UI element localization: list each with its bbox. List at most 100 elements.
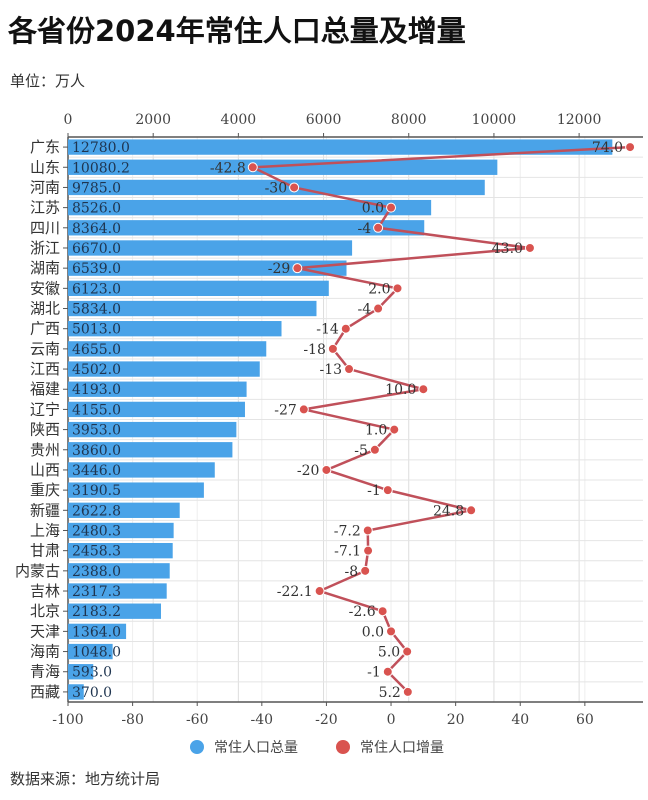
bar-value-label: 5834.0 — [72, 302, 121, 318]
increment-value-label: -1 — [367, 665, 381, 681]
bar-value-label: 4502.0 — [72, 362, 121, 378]
increment-value-label: 5.2 — [379, 685, 401, 701]
increment-value-label: -29 — [268, 261, 291, 277]
increment-point — [377, 606, 388, 617]
bar-value-label: 1048.0 — [72, 645, 121, 661]
increment-value-label: -13 — [319, 362, 342, 378]
increment-point — [386, 626, 397, 637]
increment-value-label: -27 — [274, 402, 297, 418]
increment-value-label: -1 — [367, 483, 381, 499]
category-label: 江苏 — [30, 199, 60, 217]
bar-value-label: 9785.0 — [72, 180, 121, 196]
category-label: 安徽 — [30, 279, 60, 297]
increment-value-label: -4 — [357, 221, 371, 237]
category-label: 吉林 — [30, 582, 60, 600]
category-label: 重庆 — [30, 481, 60, 499]
bar — [68, 139, 613, 155]
legend-marker-increment — [336, 740, 350, 754]
increment-value-label: -42.8 — [210, 160, 246, 176]
category-label: 广东 — [30, 138, 60, 156]
increment-point — [369, 444, 380, 455]
category-label: 青海 — [30, 663, 60, 681]
category-label: 河南 — [30, 178, 60, 196]
bar — [68, 240, 353, 256]
category-label: 内蒙古 — [15, 562, 60, 580]
bar — [68, 179, 485, 196]
increment-value-label: 1.0 — [365, 423, 387, 439]
bar — [68, 381, 247, 397]
category-label: 山东 — [30, 158, 60, 176]
category-label: 陕西 — [30, 421, 60, 439]
bar-value-label: 4155.0 — [72, 402, 121, 418]
increment-point — [402, 646, 413, 657]
increment-point — [524, 242, 535, 253]
category-label: 江西 — [30, 360, 60, 378]
category-label: 上海 — [30, 521, 60, 539]
bar — [68, 421, 237, 438]
bar — [68, 401, 245, 418]
bar-value-label: 3190.5 — [72, 483, 121, 499]
bar-value-label: 2458.3 — [72, 544, 121, 560]
category-label: 辽宁 — [30, 400, 60, 418]
bar — [68, 563, 170, 579]
bar-value-label: 1364.0 — [72, 624, 121, 640]
increment-point — [466, 505, 477, 516]
increment-value-label: 10.0 — [385, 382, 416, 398]
increment-point — [382, 485, 393, 496]
increment-line — [247, 145, 631, 693]
increment-point — [314, 586, 325, 597]
top-axis-tick-label: 2000 — [135, 112, 171, 128]
increment-value-label: -4 — [357, 302, 371, 318]
source-note: 数据来源：地方统计局 — [10, 770, 161, 788]
bar — [68, 300, 317, 317]
top-axis-tick-label: 6000 — [306, 112, 342, 128]
category-label: 新疆 — [30, 501, 60, 519]
bottom-axis-tick-label: 60 — [576, 712, 594, 728]
bar — [68, 542, 173, 559]
bar-value-label: 3446.0 — [72, 463, 121, 479]
increment-value-label: -20 — [297, 463, 320, 479]
increment-point — [402, 686, 413, 697]
bar — [68, 603, 161, 619]
bar — [68, 280, 329, 297]
bar — [68, 522, 174, 539]
bar — [68, 684, 84, 700]
bar-value-label: 2622.8 — [72, 503, 121, 519]
bar-value-label: 4193.0 — [72, 382, 121, 398]
bar — [68, 502, 180, 518]
category-label: 天津 — [30, 622, 60, 640]
unit-label: 单位：万人 — [10, 72, 86, 90]
increment-point — [360, 565, 371, 576]
increment-value-label: -30 — [265, 180, 288, 196]
bar — [68, 583, 167, 599]
increment-value-label: -2.6 — [349, 604, 376, 620]
bar-value-label: 2317.3 — [72, 584, 121, 600]
increment-point — [340, 323, 351, 334]
category-label: 湖北 — [30, 300, 60, 318]
increment-value-label: -22.1 — [277, 584, 313, 600]
increment-point — [392, 283, 403, 294]
increment-point — [247, 162, 258, 173]
category-label: 福建 — [30, 380, 60, 398]
chart-title: 各省份2024年常住人口总量及增量 — [8, 14, 466, 48]
increment-value-label: 2.0 — [368, 281, 390, 297]
bar — [68, 321, 282, 337]
legend-label-increment: 常住人口增量 — [360, 740, 444, 756]
increment-value-label: -7.2 — [334, 523, 361, 539]
increment-point — [321, 464, 332, 475]
bottom-axis-tick-label: -60 — [186, 712, 209, 728]
top-axis-tick-label: 8000 — [391, 112, 427, 128]
bottom-axis-tick-label: 40 — [511, 712, 529, 728]
increment-point — [298, 404, 309, 415]
category-label: 甘肃 — [30, 542, 60, 560]
category-label: 贵州 — [30, 441, 60, 459]
bar-value-label: 2183.2 — [72, 604, 121, 620]
increment-point — [373, 303, 384, 314]
increment-point — [389, 424, 400, 435]
category-label: 山西 — [30, 461, 60, 479]
bottom-axis-tick-label: 20 — [447, 712, 465, 728]
bar-value-label: 2388.0 — [72, 564, 121, 580]
increment-point — [363, 545, 374, 556]
bar — [68, 361, 260, 377]
